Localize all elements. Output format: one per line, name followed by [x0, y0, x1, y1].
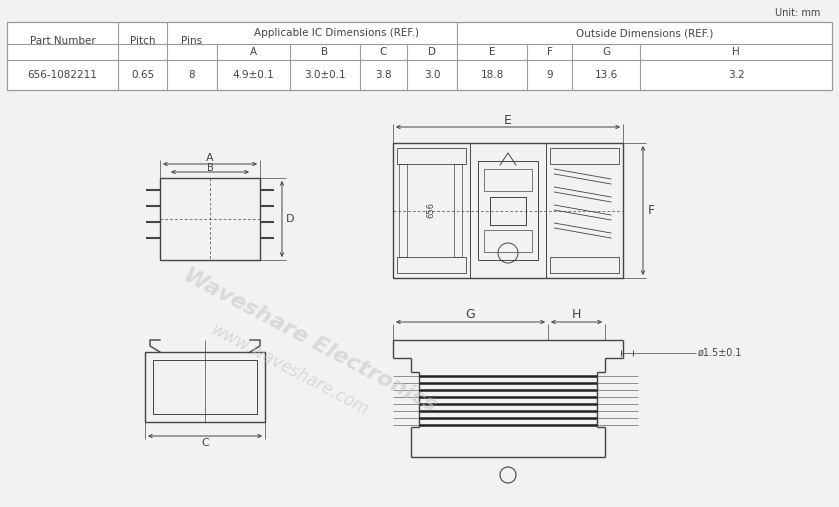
Text: Outside Dimensions (REF.): Outside Dimensions (REF.) — [576, 28, 713, 38]
Text: 3.8: 3.8 — [375, 70, 392, 80]
Text: Applicable IC Dimensions (REF.): Applicable IC Dimensions (REF.) — [254, 28, 420, 38]
Text: 656: 656 — [427, 202, 435, 219]
Text: B: B — [321, 47, 329, 57]
Text: 0.65: 0.65 — [131, 70, 154, 80]
Bar — [145, 352, 265, 422]
Text: Pins: Pins — [181, 36, 202, 46]
Text: H: H — [572, 308, 581, 321]
Text: C: C — [201, 438, 209, 448]
Text: www.waveshare.com: www.waveshare.com — [208, 320, 372, 419]
Text: C: C — [380, 47, 387, 57]
Bar — [393, 143, 623, 278]
Bar — [550, 148, 619, 164]
Text: D: D — [428, 47, 436, 57]
Bar — [153, 360, 257, 414]
Text: E: E — [504, 114, 512, 127]
Text: E: E — [489, 47, 495, 57]
Text: A: A — [250, 47, 257, 57]
Text: 3.2: 3.2 — [727, 70, 744, 80]
Bar — [477, 161, 539, 260]
Text: Unit: mm: Unit: mm — [774, 8, 820, 18]
Text: G: G — [602, 47, 610, 57]
Text: 656-1082211: 656-1082211 — [28, 70, 97, 80]
Text: B: B — [206, 163, 213, 173]
Bar — [7, 22, 832, 90]
Bar — [490, 197, 526, 225]
Text: F: F — [648, 204, 654, 217]
Bar — [399, 164, 407, 257]
Text: Pitch: Pitch — [130, 36, 155, 46]
Text: 3.0±0.1: 3.0±0.1 — [305, 70, 346, 80]
Bar — [483, 230, 532, 252]
Bar — [397, 148, 466, 164]
Text: 3.0: 3.0 — [424, 70, 440, 80]
Text: F: F — [546, 47, 552, 57]
Bar — [160, 178, 260, 260]
Text: H: H — [732, 47, 740, 57]
Text: 18.8: 18.8 — [481, 70, 503, 80]
Text: 8: 8 — [189, 70, 195, 80]
Text: G: G — [466, 308, 476, 321]
Bar — [483, 169, 532, 191]
Text: A: A — [206, 153, 214, 163]
Text: Waveshare Electronics: Waveshare Electronics — [180, 265, 440, 415]
Text: 13.6: 13.6 — [594, 70, 618, 80]
Bar — [550, 257, 619, 273]
Text: 4.9±0.1: 4.9±0.1 — [232, 70, 274, 80]
Bar — [397, 257, 466, 273]
Text: D: D — [286, 214, 294, 224]
Bar — [454, 164, 461, 257]
Text: Part Number: Part Number — [29, 36, 96, 46]
Text: 9: 9 — [546, 70, 553, 80]
Text: ø1.5±0.1: ø1.5±0.1 — [698, 348, 743, 358]
